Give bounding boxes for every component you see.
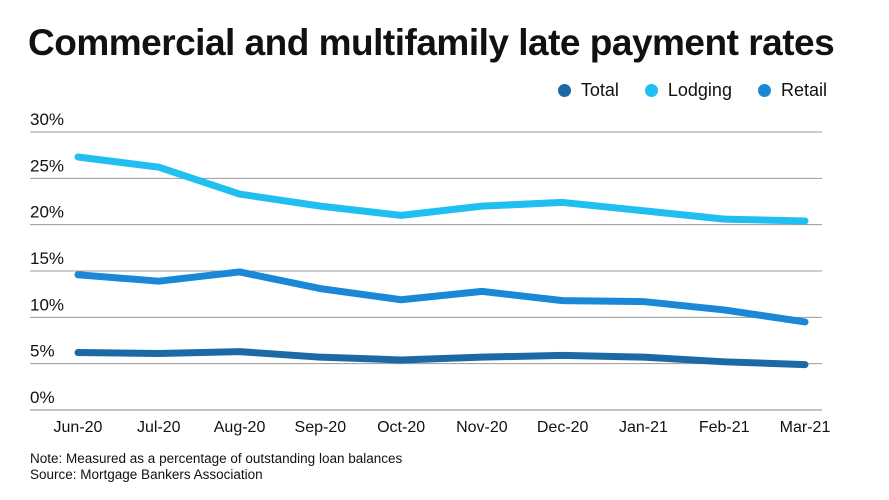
- source-text: Source: Mortgage Bankers Association: [30, 467, 263, 482]
- y-tick-label: 20%: [30, 203, 64, 222]
- x-tick-label: Oct-20: [377, 419, 425, 436]
- legend: Total Lodging Retail: [557, 80, 827, 101]
- y-tick-label: 15%: [30, 249, 64, 268]
- x-tick-label: Jul-20: [137, 419, 181, 436]
- note-text: Note: Measured as a percentage of outsta…: [30, 451, 403, 466]
- x-tick-label: Aug-20: [214, 419, 266, 436]
- y-tick-label: 5%: [30, 342, 55, 361]
- y-tick-label: 30%: [30, 110, 64, 129]
- x-tick-label: Sep-20: [295, 419, 347, 436]
- legend-label-retail: Retail: [780, 80, 827, 100]
- chart-notes: Note: Measured as a percentage of outsta…: [30, 451, 402, 483]
- x-tick-label: Jan-21: [619, 419, 668, 436]
- y-tick-label: 0%: [30, 388, 55, 407]
- legend-swatch-lodging: [644, 84, 658, 97]
- chart-title: Commercial and multifamily late payment …: [28, 22, 835, 63]
- series-line-retail: [74, 268, 809, 326]
- x-tick-label: Dec-20: [537, 419, 589, 436]
- legend-item-total: Total: [557, 80, 619, 101]
- legend-item-lodging: Lodging: [644, 80, 732, 101]
- y-tick-label: 10%: [30, 295, 64, 314]
- x-tick-label: Jun-20: [54, 419, 103, 436]
- series-line-total: [74, 348, 809, 369]
- y-tick-label: 25%: [30, 156, 64, 175]
- legend-swatch-retail: [757, 84, 771, 97]
- x-tick-label: Mar-21: [780, 419, 831, 436]
- legend-label-total: Total: [580, 80, 619, 100]
- legend-item-retail: Retail: [757, 80, 827, 101]
- x-tick-label: Nov-20: [456, 419, 508, 436]
- legend-label-lodging: Lodging: [667, 80, 732, 100]
- x-tick-label: Feb-21: [699, 419, 750, 436]
- series-line-lodging: [74, 153, 809, 225]
- legend-swatch-total: [557, 84, 571, 97]
